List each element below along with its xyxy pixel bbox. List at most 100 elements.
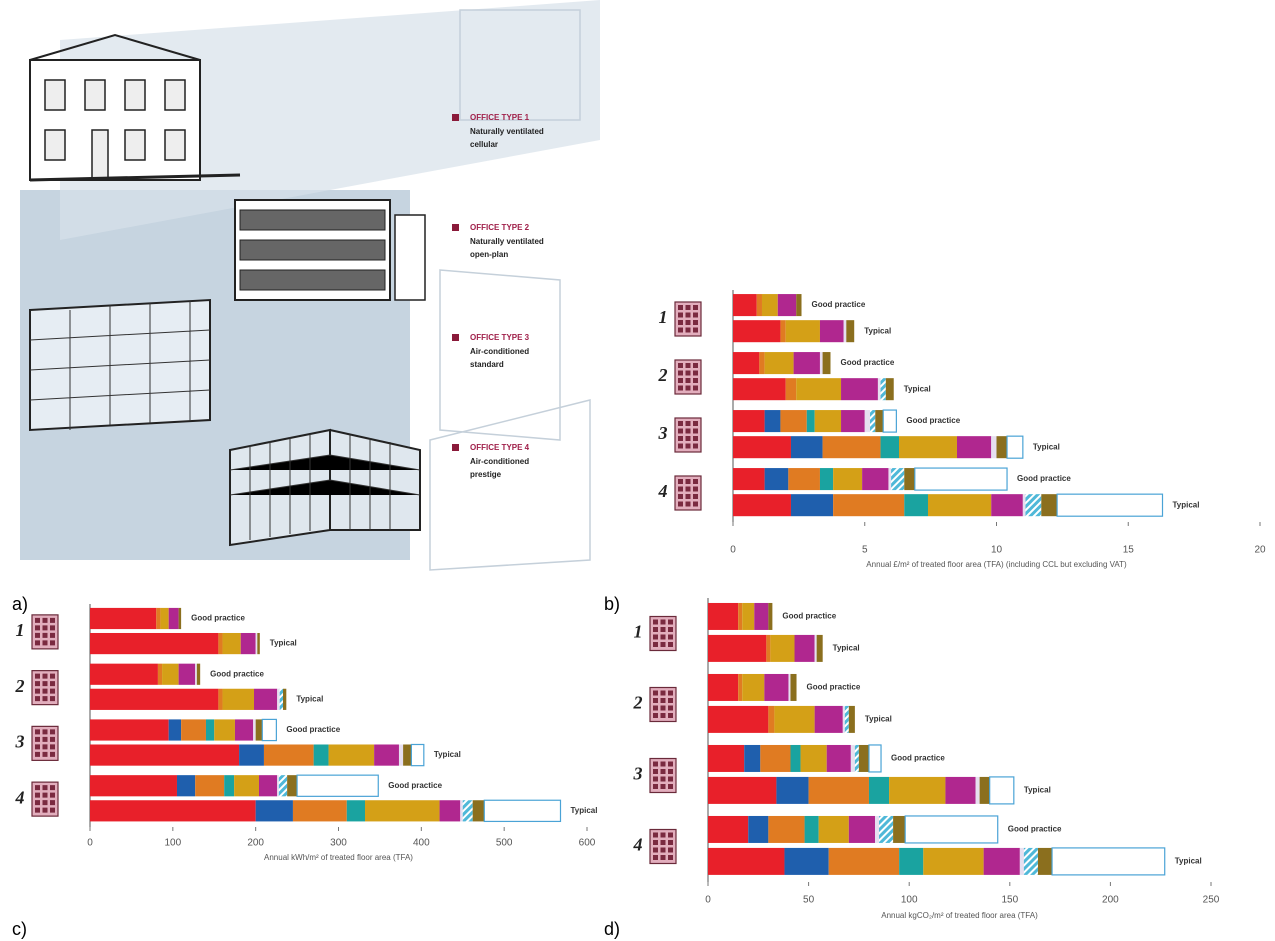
- icon-window: [693, 320, 698, 325]
- group-label: 4: [633, 835, 643, 855]
- icon-window: [693, 443, 698, 449]
- bar-segment: [708, 776, 777, 804]
- bar-segment: [785, 320, 820, 343]
- icon-window: [653, 713, 658, 718]
- icon-window: [693, 501, 698, 507]
- bar-segment: [899, 436, 957, 459]
- bar-segment: [814, 634, 817, 662]
- x-tick-label: 500: [496, 838, 513, 849]
- bar-segment: [893, 815, 906, 843]
- x-axis-title: Annual kgCO₂/m² of treated floor area (T…: [881, 911, 1038, 920]
- icon-window: [50, 681, 55, 687]
- icon-window: [685, 370, 691, 376]
- bar-segment: [1025, 494, 1042, 517]
- icon-window: [50, 736, 55, 742]
- bar-segment: [90, 632, 219, 655]
- icon-window: [685, 486, 691, 492]
- group-label: 4: [15, 787, 25, 807]
- panel-label: a): [12, 594, 28, 614]
- bar-segment: [742, 602, 755, 630]
- icon-window: [42, 744, 48, 750]
- icon-window: [678, 443, 683, 449]
- bar-segment: [708, 815, 749, 843]
- icon-window: [35, 688, 40, 694]
- bar-segment: [819, 352, 823, 375]
- bar-segment: [218, 688, 223, 710]
- bar-segment: [472, 800, 485, 822]
- office-type-marker: [452, 224, 459, 231]
- bar-label: Good practice: [191, 614, 245, 623]
- bar-segment: [800, 744, 827, 772]
- bar-segment: [263, 744, 314, 766]
- bar-segment: [176, 775, 196, 797]
- bar-segment: [874, 815, 880, 843]
- icon-window: [685, 385, 691, 391]
- icon-window: [668, 840, 673, 845]
- icon-window: [42, 696, 48, 702]
- bar-segment: [923, 847, 984, 875]
- bar-segment: [764, 468, 789, 491]
- bar-segment: [819, 320, 844, 343]
- bar-segment: [277, 688, 280, 710]
- group-label: 3: [15, 732, 25, 752]
- bar-segment: [287, 775, 298, 797]
- bar-label: Typical: [1033, 442, 1060, 451]
- building-icon: [674, 301, 702, 337]
- icon-window: [653, 761, 658, 767]
- icon-window: [35, 632, 40, 638]
- bar-segment: [780, 410, 807, 433]
- bar-segment: [754, 602, 769, 630]
- bar-segment: [880, 378, 886, 401]
- icon-window: [35, 785, 40, 791]
- icon-window: [35, 625, 40, 631]
- bar-segment: [989, 776, 1015, 805]
- group-label: 2: [658, 365, 668, 385]
- office-type-description: Naturally ventilated: [470, 237, 544, 246]
- bar-segment: [742, 673, 765, 701]
- bar-segment: [278, 775, 288, 797]
- bar-segment: [255, 800, 293, 822]
- bar-label: Good practice: [891, 754, 945, 763]
- office-type-description: Naturally ventilated: [470, 127, 544, 136]
- bar-segment: [956, 436, 992, 459]
- icon-window: [668, 634, 673, 640]
- icon-window: [668, 690, 673, 696]
- icon-window: [678, 320, 683, 325]
- icon-window: [660, 784, 666, 789]
- icon-window: [678, 363, 683, 368]
- bar-segment: [253, 719, 256, 741]
- bar-segment: [708, 705, 769, 733]
- bar-segment: [756, 294, 762, 317]
- icon-window: [693, 327, 698, 333]
- bar-segment: [796, 294, 802, 317]
- bar-label: Good practice: [812, 300, 866, 309]
- icon-window: [50, 800, 55, 806]
- bar-segment: [793, 352, 820, 375]
- bar-label: Typical: [864, 326, 891, 335]
- bar-segment: [733, 468, 765, 491]
- bar-label: Typical: [904, 384, 931, 393]
- bar-segment: [1019, 847, 1024, 875]
- icon-window: [653, 642, 658, 647]
- x-tick-label: 0: [730, 545, 736, 556]
- bar-segment: [254, 688, 278, 710]
- bar-segment: [848, 705, 855, 733]
- icon-window: [42, 736, 48, 742]
- x-tick-label: 200: [1102, 895, 1119, 906]
- bar-segment: [460, 800, 463, 822]
- bar-segment: [365, 800, 440, 822]
- bar-segment: [814, 705, 843, 733]
- bar-segment: [255, 719, 263, 741]
- bar-segment: [224, 775, 235, 797]
- icon-window: [678, 327, 683, 333]
- bar-segment: [90, 719, 169, 741]
- bar-segment: [733, 320, 781, 343]
- panel-label: d): [604, 919, 620, 939]
- bar-segment: [222, 688, 255, 710]
- x-tick-label: 100: [164, 838, 181, 849]
- x-tick-label: 5: [862, 545, 868, 556]
- bar-segment: [891, 468, 905, 491]
- bar-label: Typical: [865, 715, 892, 724]
- icon-window: [35, 792, 40, 798]
- bar-segment: [483, 799, 562, 823]
